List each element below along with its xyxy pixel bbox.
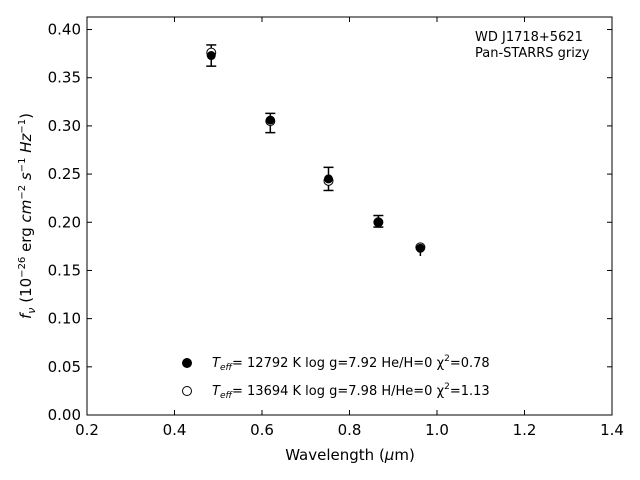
model-point-filled bbox=[415, 243, 425, 253]
legend-label-2: Teff= 13694 K log g=7.98 H/He=0 χ2=1.13 bbox=[212, 382, 490, 401]
y-tick-label: 0.15 bbox=[48, 261, 81, 279]
x-tick-label: 1.0 bbox=[425, 421, 449, 439]
legend-marker-filled bbox=[182, 358, 192, 368]
model-point-filled bbox=[265, 115, 275, 125]
legend-label-1: Teff= 12792 K log g=7.92 He/H=0 χ2=0.78 bbox=[212, 354, 490, 373]
x-tick-label: 0.2 bbox=[75, 421, 99, 439]
y-tick-label: 0.30 bbox=[48, 117, 81, 135]
x-tick-label: 0.6 bbox=[250, 421, 274, 439]
y-tick-label: 0.00 bbox=[48, 406, 81, 424]
x-tick-label: 1.4 bbox=[600, 421, 624, 439]
marker-layer bbox=[206, 47, 426, 253]
annotation-line-1: WD J1718+5621 bbox=[475, 30, 583, 45]
y-tick-label: 0.35 bbox=[48, 69, 81, 87]
x-tick-label: 0.8 bbox=[338, 421, 362, 439]
y-tick-label: 0.25 bbox=[48, 165, 81, 183]
y-tick-label: 0.40 bbox=[48, 21, 81, 39]
ticks-layer: 0.2 0.4 0.6 0.8 1.0 1.2 1.4 0.00 0.05 0.10 0.15 0.2… bbox=[48, 17, 624, 439]
annotation-line-2: Pan-STARRS grizy bbox=[475, 46, 590, 61]
y-tick-label: 0.10 bbox=[48, 310, 81, 328]
y-tick-label: 0.05 bbox=[48, 358, 81, 376]
legend: Teff= 12792 K log g=7.92 He/H=0 χ2=0.78 … bbox=[182, 354, 490, 401]
x-tick-label: 0.4 bbox=[163, 421, 187, 439]
annotation: WD J1718+5621 Pan-STARRS grizy bbox=[475, 30, 590, 61]
y-axis-label: fν (10−26 erg cm−2 s−1 Hz−1) bbox=[17, 113, 38, 319]
plot-area bbox=[86, 16, 613, 416]
y-tick-label: 0.20 bbox=[48, 213, 81, 231]
x-axis-label: Wavelength (μm) bbox=[285, 446, 415, 464]
model-point-filled bbox=[206, 51, 216, 61]
legend-marker-open bbox=[182, 386, 192, 396]
model-point-filled bbox=[373, 217, 383, 227]
model-point-filled bbox=[324, 174, 333, 184]
x-tick-label: 1.2 bbox=[513, 421, 537, 439]
